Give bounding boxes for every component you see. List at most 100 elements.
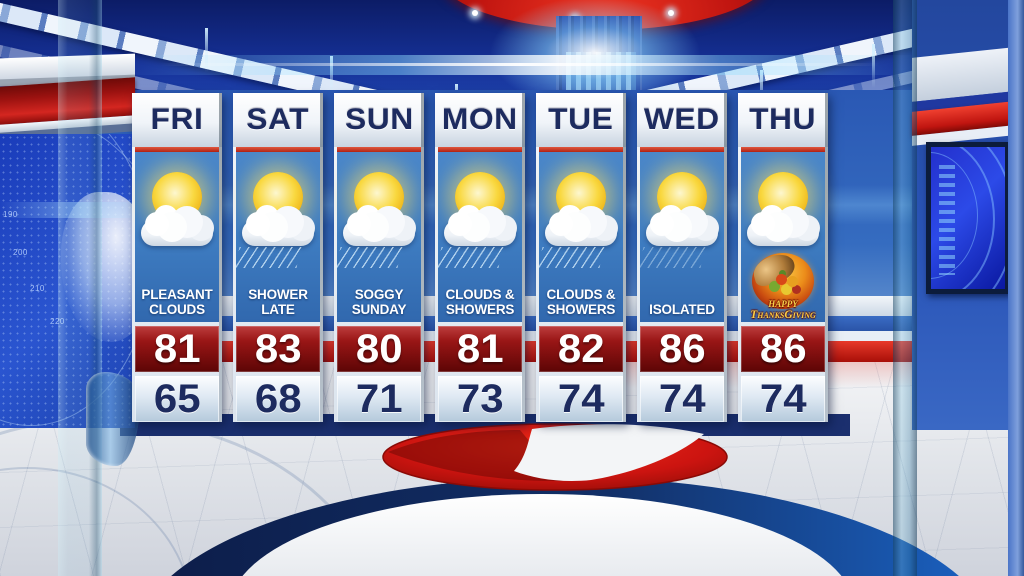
high-temp-value: 81 (153, 326, 201, 371)
sun-cloud-icon (136, 172, 218, 256)
low-temp-value: 65 (153, 376, 201, 421)
monitor-screen (931, 147, 1005, 289)
cornucopia-horn (750, 250, 798, 289)
day-header: THU (738, 93, 828, 147)
low-temp-value: 74 (658, 376, 706, 421)
forecast-card-fri: FRI PLEASANT CLOUDS 81 65 (132, 93, 222, 422)
forecast-card-mon: MON CLOUDS & SHOWERS 81 73 (435, 93, 525, 422)
forecast-card-thu: THU HAPPY ThanksGiving (738, 93, 828, 422)
high-temp-value: 86 (759, 326, 807, 371)
rain-icon (436, 247, 504, 268)
condition-label: SOGGY SUNDAY (351, 286, 407, 317)
header-accent-stripe (337, 147, 421, 152)
low-temp: 65 (135, 376, 219, 422)
sun-cloud-rain-icon (436, 172, 521, 268)
rain-icon (335, 247, 403, 268)
sun-cloud-drizzle-icon (638, 172, 723, 268)
light-beam (330, 56, 333, 96)
high-temp: 81 (438, 326, 522, 372)
low-temp: 71 (337, 376, 421, 422)
low-temp: 74 (640, 376, 724, 422)
day-label: SAT (246, 103, 310, 136)
glass-panel-right (893, 0, 917, 576)
day-header: TUE (536, 93, 626, 147)
happy-thanksgiving-graphic: HAPPY ThanksGiving (740, 250, 826, 321)
low-temp-value: 68 (254, 376, 302, 421)
sky-panel: HAPPY ThanksGiving (741, 152, 825, 322)
light-beam (205, 28, 208, 72)
sun-cloud-icon (742, 172, 824, 256)
day-label: WED (644, 103, 720, 136)
low-temp: 73 (438, 376, 522, 422)
sky-panel: SHOWER LATE (234, 152, 320, 322)
cloud-icon (242, 206, 314, 246)
map-coordinate-label: 210 (30, 284, 45, 293)
header-accent-stripe (438, 147, 522, 152)
glass-panel-left (58, 0, 102, 576)
right-wall-edge-strip (1008, 0, 1024, 576)
high-temp-value: 82 (557, 326, 605, 371)
cloud-icon (747, 206, 819, 246)
high-temp: 86 (640, 326, 724, 372)
studio-right-wall (893, 0, 1024, 576)
low-temp: 68 (236, 376, 320, 422)
map-coordinate-label: 220 (50, 317, 65, 326)
high-temp: 81 (135, 326, 219, 372)
low-temp-value: 74 (759, 376, 807, 421)
high-temp-value: 80 (355, 326, 403, 371)
condition-label: ISOLATED (649, 301, 715, 317)
high-temp: 83 (236, 326, 320, 372)
low-temp-value: 74 (557, 376, 605, 421)
day-header: SUN (334, 93, 424, 147)
cloud-icon (141, 206, 213, 246)
thanksgiving-text: HAPPY ThanksGiving (740, 299, 826, 321)
seven-day-forecast: FRI PLEASANT CLOUDS 81 65 SAT (132, 93, 828, 422)
cornucopia-graphic (750, 250, 814, 309)
sky-panel: CLOUDS & SHOWERS (436, 152, 522, 322)
cloud-icon (343, 206, 415, 246)
map-coordinate-label: 200 (13, 248, 28, 257)
map-light-streak (0, 202, 135, 218)
condition-label: CLOUDS & SHOWERS (445, 286, 515, 317)
day-header: SAT (233, 93, 323, 147)
low-temp: 74 (539, 376, 623, 422)
rain-icon (638, 247, 706, 268)
rain-icon (537, 247, 605, 268)
low-temp-value: 73 (456, 376, 504, 421)
forecast-card-sat: SAT SHOWER LATE 83 68 (233, 93, 323, 422)
header-accent-stripe (640, 147, 724, 152)
header-accent-stripe (539, 147, 623, 152)
forecast-card-tue: TUE CLOUDS & SHOWERS 82 74 (536, 93, 626, 422)
sky-panel: CLOUDS & SHOWERS (537, 152, 623, 322)
sky-panel: PLEASANT CLOUDS (135, 152, 219, 322)
sun-cloud-rain-icon (234, 172, 319, 268)
header-accent-stripe (236, 147, 320, 152)
condition-label: PLEASANT CLOUDS (141, 286, 213, 317)
wall-monitor (926, 142, 1010, 294)
sky-panel: ISOLATED (638, 152, 724, 322)
rain-icon (234, 247, 302, 268)
condition-label: SHOWER LATE (248, 286, 308, 317)
header-accent-stripe (741, 147, 825, 152)
day-label: FRI (150, 103, 204, 136)
day-header: MON (435, 93, 525, 147)
cornucopia-fruit (776, 274, 787, 285)
forecast-card-wed: WED ISOLATED 86 74 (637, 93, 727, 422)
high-temp-value: 83 (254, 326, 302, 371)
high-temp-value: 81 (456, 326, 504, 371)
day-label: THU (749, 103, 817, 136)
day-label: MON (442, 103, 518, 136)
cloud-icon (545, 206, 617, 246)
day-header: WED (637, 93, 727, 147)
thanksgiving-line2: ThanksGiving (750, 308, 816, 321)
sky-panel: SOGGY SUNDAY (335, 152, 421, 322)
cloud-icon (646, 206, 718, 246)
day-header: FRI (132, 93, 222, 147)
high-temp: 82 (539, 326, 623, 372)
monitor-tick-marks (939, 165, 955, 275)
forecast-card-sun: SUN SOGGY SUNDAY 80 71 (334, 93, 424, 422)
curved-glass-panel (86, 372, 140, 466)
sun-cloud-rain-icon (537, 172, 622, 268)
day-label: SUN (344, 103, 414, 136)
